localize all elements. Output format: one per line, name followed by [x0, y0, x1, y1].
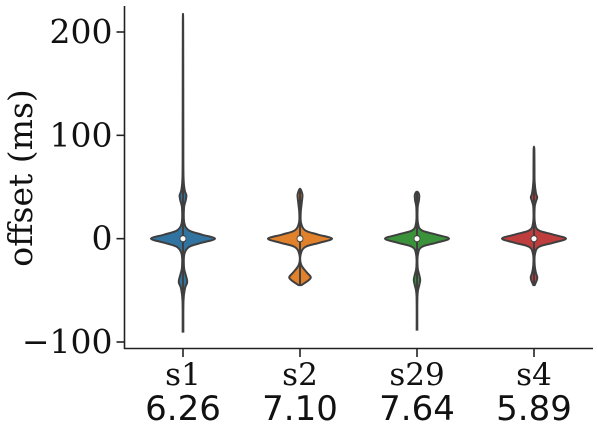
y-tick-label: −100: [22, 322, 113, 361]
violin-median-s1: [179, 235, 187, 243]
x-category-label: s1: [165, 357, 201, 393]
x-secondary-label: 5.89: [496, 389, 572, 429]
x-category-label: s29: [389, 357, 444, 393]
x-secondary-label: 7.10: [262, 389, 338, 429]
violin-median-s29: [413, 235, 421, 243]
y-axis-title: offset (ms): [1, 89, 40, 267]
x-secondary-label: 7.64: [379, 389, 455, 429]
y-tick-label: 100: [50, 115, 113, 154]
x-secondary-label: 6.26: [145, 389, 221, 429]
y-ticks: −100 0 100 200: [22, 12, 125, 361]
violin-median-s2: [296, 235, 304, 243]
axes: [123, 6, 593, 350]
x-category-label: s4: [516, 357, 552, 393]
x-category-label: s2: [282, 357, 318, 393]
y-tick-label: 200: [50, 12, 113, 51]
violins: [149, 12, 568, 333]
y-tick-label: 0: [92, 219, 113, 258]
violin-median-s4: [530, 235, 538, 243]
